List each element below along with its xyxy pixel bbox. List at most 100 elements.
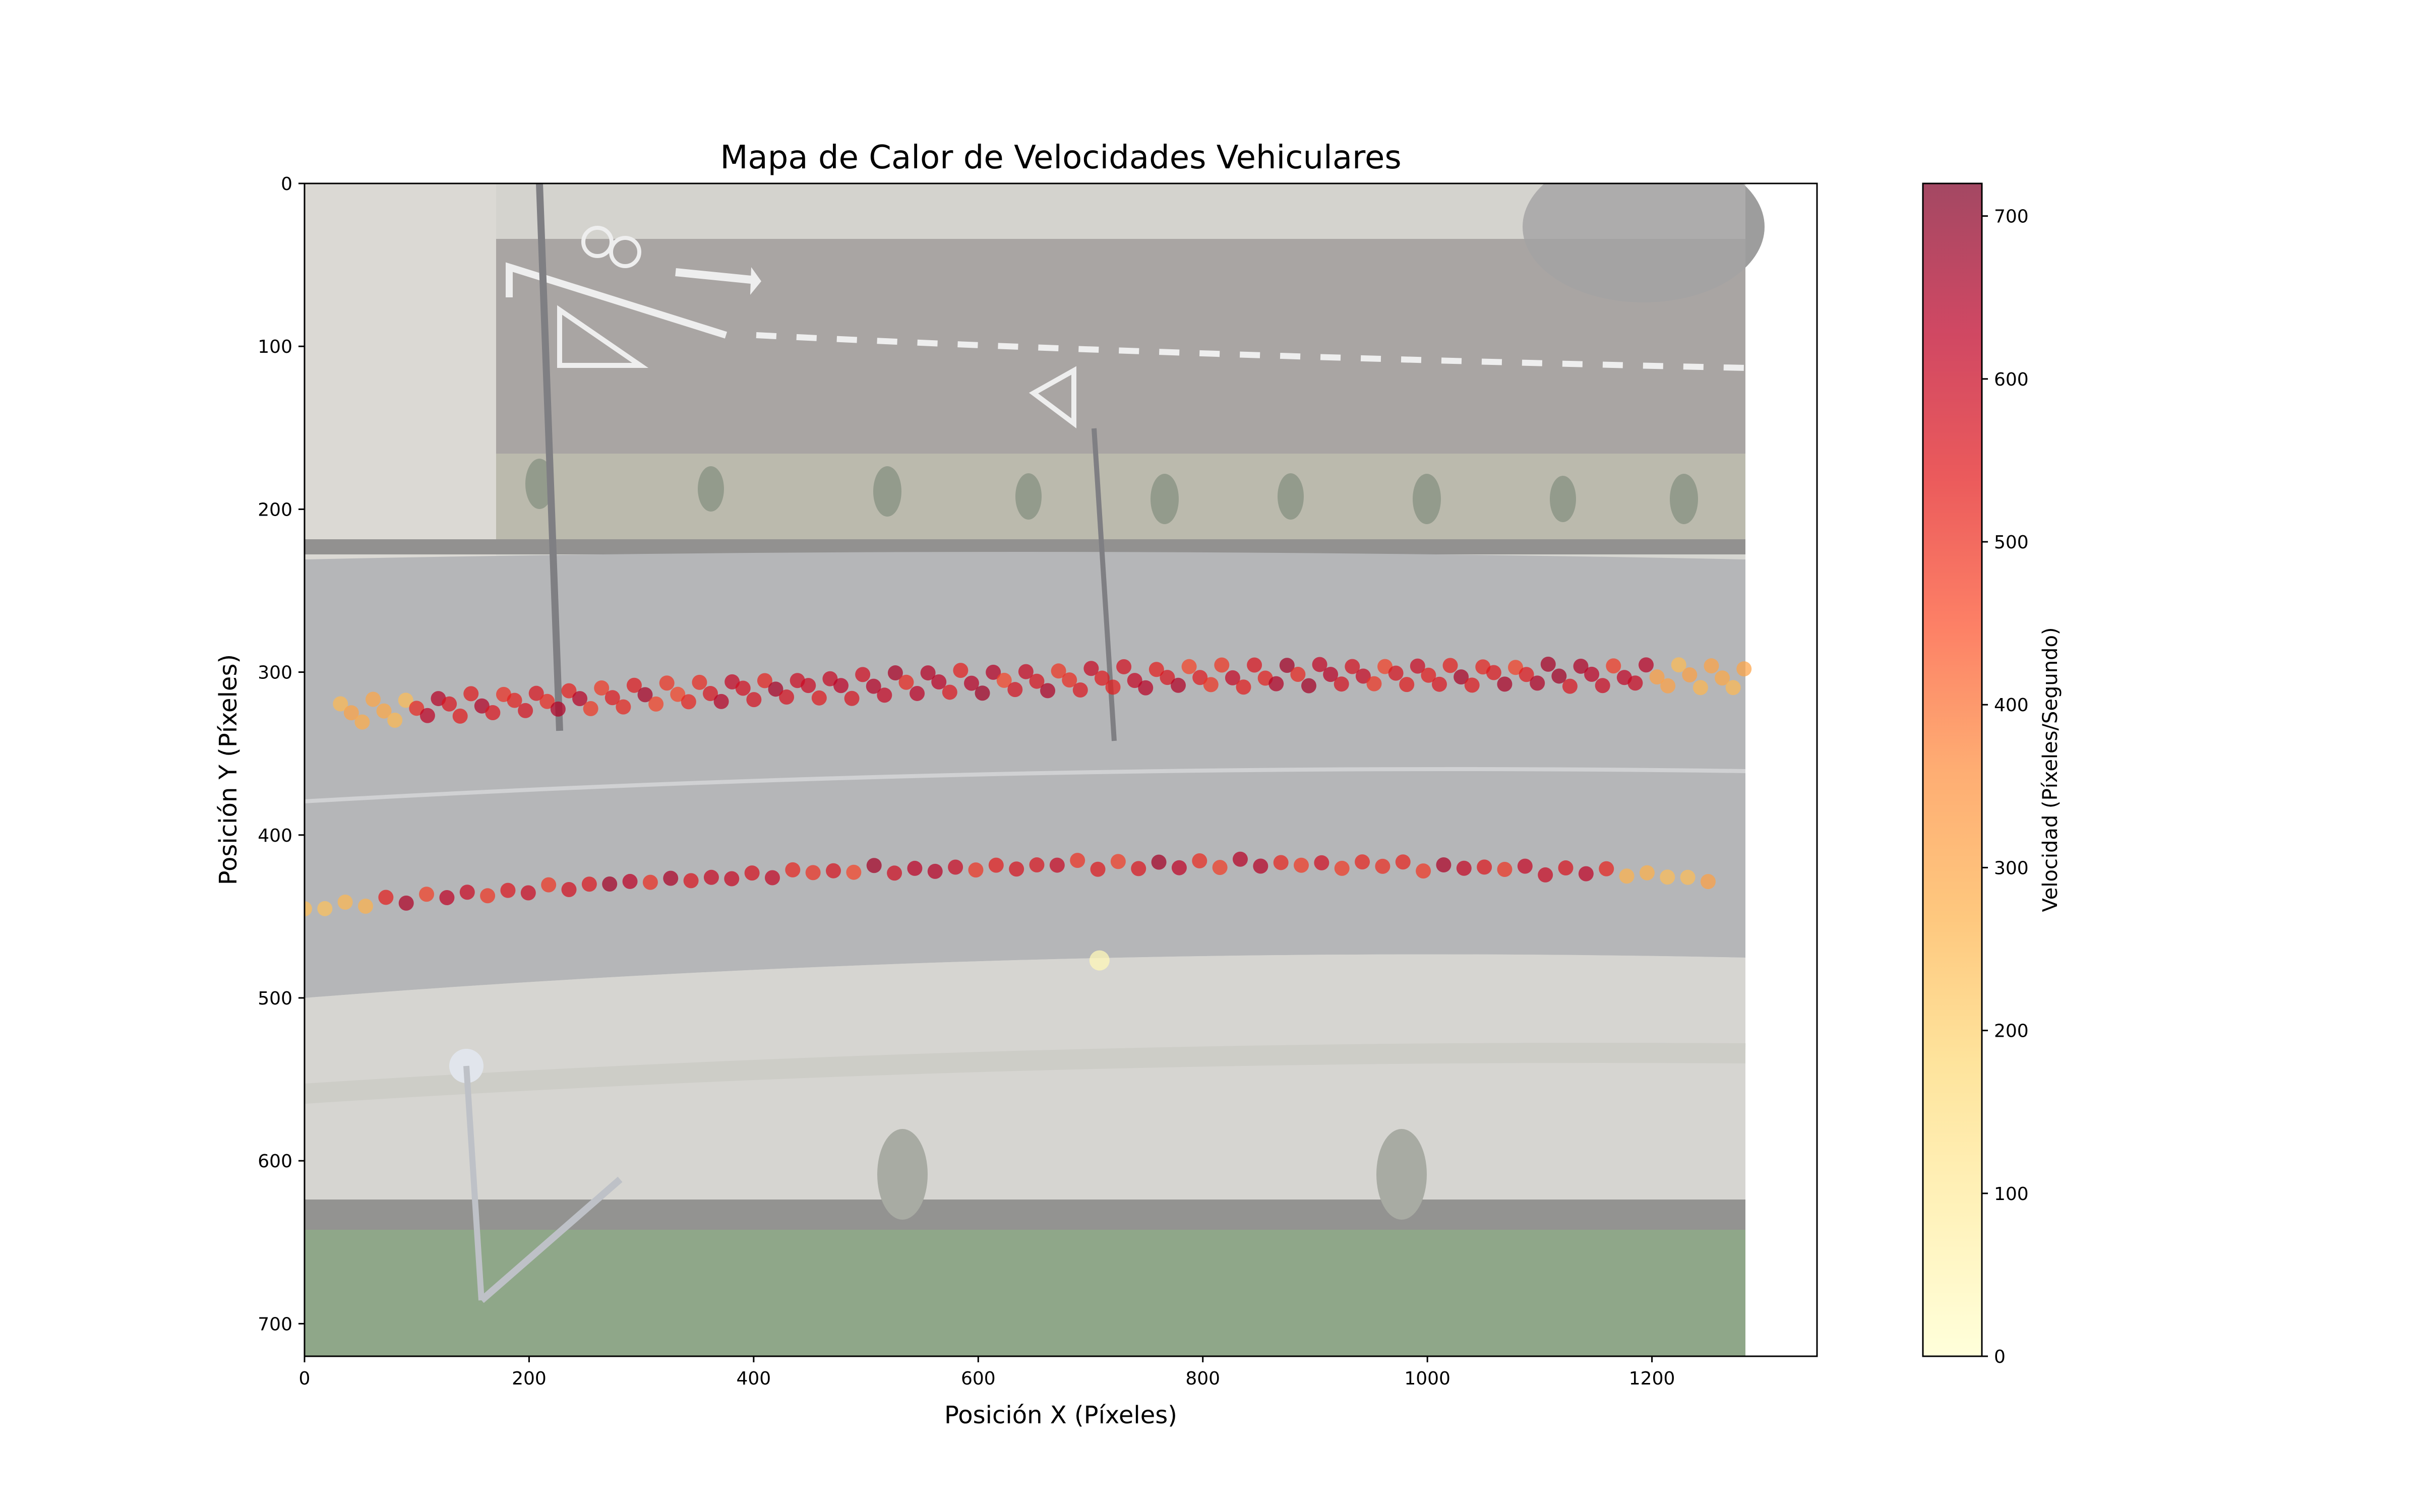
scatter-point (550, 701, 566, 717)
scatter-point (703, 869, 719, 885)
scatter-point (866, 678, 881, 694)
scatter-point (703, 685, 718, 701)
scatter-point (1464, 677, 1480, 693)
scatter-point (459, 885, 475, 900)
scatter-point (387, 713, 403, 728)
scatter-point (1273, 855, 1289, 870)
scatter-point (572, 691, 588, 707)
chart-title: Mapa de Calor de Velocidades Vehiculares (720, 139, 1401, 176)
colorbar-ticks: 0 100 200 300 400 500 600 700 (1982, 207, 2029, 1367)
scatter-point (642, 874, 658, 890)
scatter-point (907, 860, 923, 876)
scatter-point (1704, 658, 1719, 674)
scatter-point (1519, 667, 1534, 682)
scatter-point (931, 674, 947, 690)
scatter-point (1486, 665, 1501, 680)
scatter-point (1279, 658, 1295, 673)
scatter-point (1171, 677, 1186, 693)
scatter-point (409, 701, 425, 716)
scatter-point (724, 871, 740, 887)
scatter-point (927, 863, 943, 879)
colorbar-tick-label: 700 (1994, 207, 2029, 227)
scatter-point (1436, 857, 1451, 873)
scatter-point (1355, 668, 1371, 684)
colorbar-tick-label: 300 (1994, 858, 2029, 878)
scatter-point (1268, 676, 1284, 691)
scatter-point (602, 876, 618, 892)
scatter-point (1232, 851, 1248, 867)
scatter-point (713, 694, 729, 709)
scatter-point (887, 665, 903, 681)
scatter-point (968, 862, 984, 878)
scatter-point (1584, 666, 1600, 682)
scatter-point (1029, 857, 1045, 873)
scatter-point (855, 667, 871, 682)
colorbar-tick-label: 400 (1994, 695, 2029, 716)
colorbar-tick-label: 100 (1994, 1184, 2029, 1205)
scatter-point (735, 680, 751, 696)
scatter-point (317, 901, 333, 916)
scatter-point (616, 699, 631, 715)
scatter-point (1070, 853, 1085, 868)
scatter-point (724, 674, 740, 689)
scatter-point (520, 885, 536, 901)
scatter-point (670, 686, 686, 702)
scatter-point (920, 665, 936, 681)
scatter-point (1639, 865, 1655, 880)
scatter-point (648, 696, 664, 712)
y-tick-label: 600 (258, 1151, 292, 1172)
scatter-point (561, 881, 577, 897)
scatter-point (376, 703, 392, 719)
scatter-point (500, 883, 516, 898)
scatter-point (1314, 855, 1329, 870)
scatter-point (866, 858, 882, 873)
scatter-point (1538, 867, 1553, 883)
scatter-point (1660, 869, 1675, 885)
scatter-point (1421, 667, 1436, 683)
scatter-point (1477, 859, 1492, 875)
scatter-point (988, 857, 1004, 873)
scatter-point (1388, 665, 1404, 681)
scatter-point (1290, 666, 1306, 682)
scatter-point (1627, 675, 1643, 691)
scatter-point (398, 895, 414, 911)
scatter-point (561, 683, 577, 699)
y-axis-title: Posición Y (Píxeles) (214, 654, 243, 885)
scatter-point (1573, 658, 1589, 674)
scatter-point (1247, 657, 1262, 673)
scatter-point (1456, 860, 1472, 876)
scatter-point (887, 865, 902, 881)
scatter-point (518, 703, 533, 718)
scatter-point (1203, 677, 1219, 692)
y-tick-label: 100 (258, 337, 292, 357)
colorbar (1923, 183, 1982, 1356)
scatter-point (1192, 853, 1207, 869)
scatter-point (1558, 860, 1574, 876)
x-tick-label: 1200 (1629, 1368, 1675, 1389)
scatter-point (1497, 862, 1512, 877)
colorbar-tick-label: 500 (1994, 532, 2029, 553)
scatter-point (1725, 680, 1741, 696)
scatter-point (1517, 858, 1533, 874)
scatter-point (419, 708, 435, 723)
scatter-point (785, 862, 801, 877)
scatter-point (480, 888, 496, 904)
x-axis-ticks: 0 200 400 600 800 1000 1200 (299, 1356, 1675, 1389)
scatter-point (594, 680, 610, 696)
scatter-point (1160, 670, 1175, 685)
scatter-point (963, 675, 979, 691)
scatter-point (1410, 658, 1425, 674)
scatter-point (1181, 659, 1197, 674)
scatter-point (1127, 673, 1142, 688)
scatter-point (1497, 676, 1512, 692)
scatter-point (1151, 854, 1167, 870)
scatter-point (1606, 658, 1621, 674)
y-tick-label: 200 (258, 499, 292, 520)
scatter-point (1639, 657, 1654, 673)
scatter-point (1116, 659, 1132, 674)
scatter-point (768, 681, 783, 697)
scatter-point (1131, 861, 1146, 876)
scatter-points (305, 656, 1752, 971)
scatter-point (1094, 670, 1110, 686)
